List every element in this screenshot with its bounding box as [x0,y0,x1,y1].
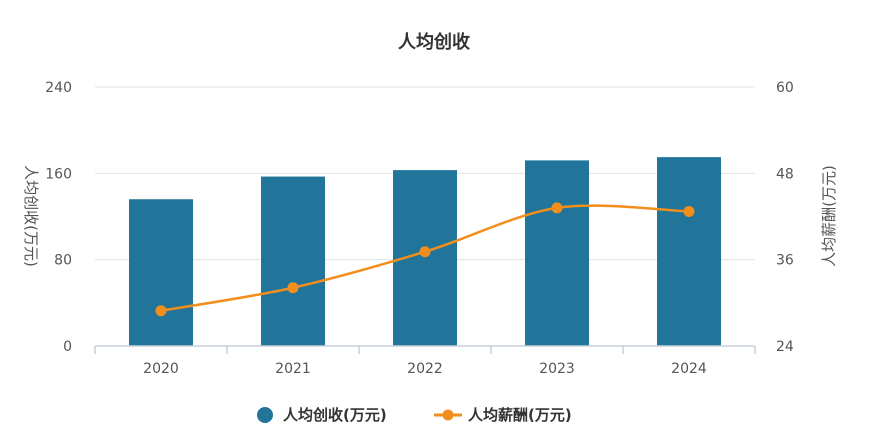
x-tick-label: 2023 [539,361,575,377]
right-tick-label: 24 [776,339,794,355]
bar-series [129,157,721,346]
right-tick-label: 36 [776,253,794,269]
bar [657,157,721,346]
bar [129,199,193,346]
line-series [155,202,695,317]
line-point [419,246,431,258]
legend-line-label: 人均薪酬(万元) [468,406,572,424]
legend-bar-marker [257,407,273,423]
x-tick-label: 2024 [671,361,707,377]
bar [261,176,325,346]
legend-bar-label: 人均创收(万元) [283,406,387,424]
legend-item-line[interactable]: 人均薪酬(万元) [434,406,572,424]
left-tick-label: 80 [54,253,72,269]
right-tick-label: 48 [776,166,794,182]
left-tick-label: 160 [45,166,72,182]
x-tick-label: 2021 [275,361,311,377]
left-tick-label: 240 [45,80,72,96]
left-axis-title: 人均创收(万元) [22,165,40,267]
right-tick-label: 60 [776,80,794,96]
left-tick-label: 0 [63,339,72,355]
chart-title: 人均创收 [398,31,470,53]
legend-line-marker [442,409,454,421]
legend: 人均创收(万元) 人均薪酬(万元) [257,406,572,424]
line-point [287,282,299,294]
axes: 0 80 160 240 24 36 48 60 2020 2021 2022 2023 2024 [45,80,794,377]
line-point [683,205,695,217]
line-point [155,305,167,317]
right-axis-title: 人均薪酬(万元) [820,165,838,267]
line-point [551,202,563,214]
x-tick-label: 2020 [143,361,179,377]
bar [525,160,589,346]
x-tick-label: 2022 [407,361,443,377]
legend-item-bar[interactable]: 人均创收(万元) [257,406,387,424]
